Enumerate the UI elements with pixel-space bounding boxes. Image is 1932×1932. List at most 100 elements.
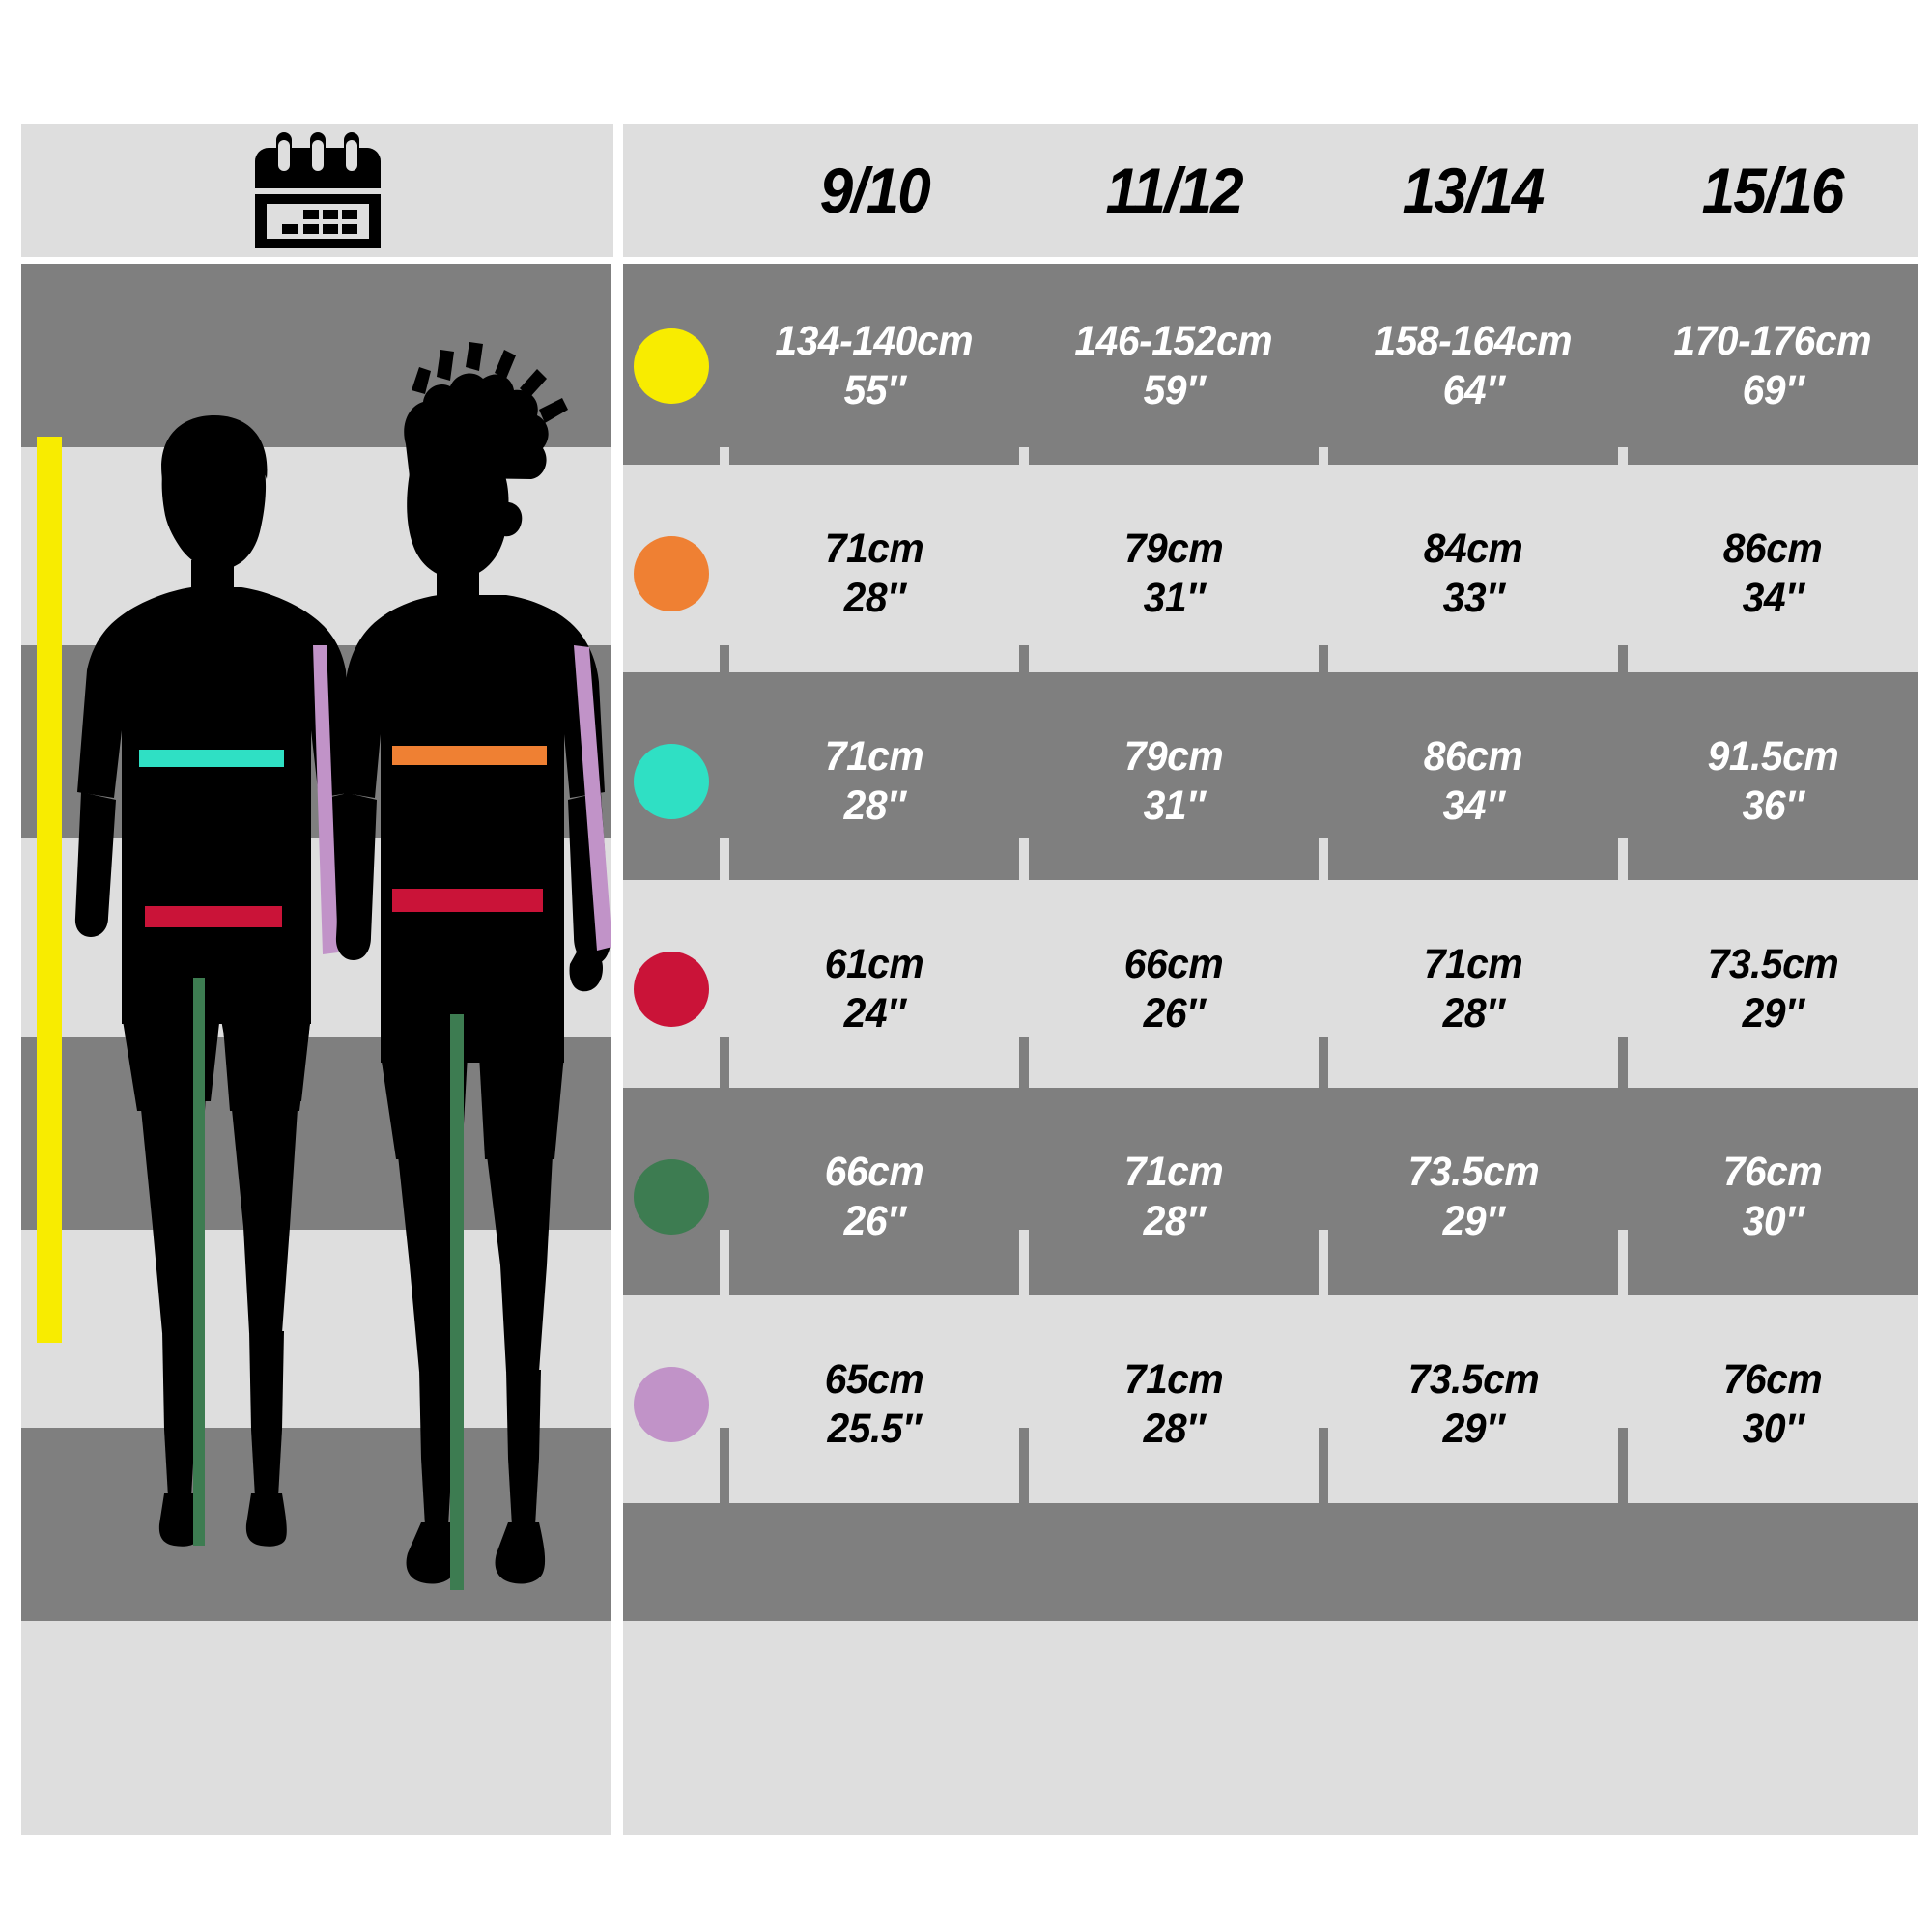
size-table: 9/10 11/12 13/14 15/16 134-140cm 55″ 146… [623,124,1918,1503]
chest-line-right [392,746,547,765]
outseam-color-dot [634,1366,709,1442]
table-cell: 71cm 28″ [1029,1305,1319,1503]
value-in: 28″ [843,781,905,829]
waist-line-left [145,906,282,927]
waist-color-dot [634,951,709,1027]
top-margin [0,0,1932,124]
value-in: 25.5″ [827,1405,922,1452]
value-in: 59″ [1143,366,1205,413]
table-cell: 71cm 28″ [729,682,1019,880]
bottom-margin [0,1835,1932,1932]
chest-girl-color-dot [634,535,709,611]
left-figure-silhouette [74,415,360,1547]
value-cm: 73.5cm [1407,1148,1539,1195]
value-in: 31″ [1143,781,1205,829]
value-in: 34″ [1742,574,1804,621]
header-size-9-10: 9/10 [729,124,1019,257]
value-cm: 86cm [1423,732,1523,780]
value-in: 29″ [1442,1405,1504,1452]
table-cell: 79cm 31″ [1029,682,1319,880]
header-size-13-14: 13/14 [1328,124,1618,257]
waist-line-right [392,889,543,912]
header-size-11-12: 11/12 [1029,124,1319,257]
value-in: 28″ [1442,989,1504,1037]
table-cell: 91.5cm 36″ [1628,682,1918,880]
value-in: 69″ [1742,366,1804,413]
table-row: 61cm 24″ 66cm 26″ 71cm 28″ 73.5cm 29″ [623,890,1918,1088]
table-row: 71cm 28″ 79cm 31″ 86cm 34″ 91.5cm 36″ [623,682,1918,880]
inseam-line-right [450,1014,464,1590]
table-row: 65cm 25.5″ 71cm 28″ 73.5cm 29″ 76cm 30″ [623,1305,1918,1503]
row-color-key-cell [623,267,720,465]
value-cm: 73.5cm [1707,940,1838,987]
table-cell: 61cm 24″ [729,890,1019,1088]
row-color-key-cell [623,1305,720,1503]
value-cm: 71cm [824,732,924,780]
value-in: 30″ [1742,1405,1804,1452]
value-in: 29″ [1442,1197,1504,1244]
value-in: 33″ [1442,574,1504,621]
value-in: 29″ [1742,989,1804,1037]
chest-boy-color-dot [634,743,709,819]
illustration-gutter [611,0,623,1932]
row-color-key-cell [623,890,720,1088]
value-in: 30″ [1742,1197,1804,1244]
outseam-line-left [313,645,338,954]
table-cell: 66cm 26″ [1029,890,1319,1088]
value-cm: 66cm [1123,940,1224,987]
table-row: 71cm 28″ 79cm 31″ 84cm 33″ 86cm 34″ [623,474,1918,672]
value-cm: 79cm [1123,525,1224,572]
value-in: 26″ [843,1197,905,1244]
table-cell: 158-164cm 64″ [1328,267,1618,465]
table-cell: 71cm 28″ [1328,890,1618,1088]
value-cm: 71cm [1423,940,1523,987]
row-color-key-cell [623,474,720,672]
table-cell: 86cm 34″ [1628,474,1918,672]
stripe-band-light-4 [0,1621,1932,1835]
table-cell: 86cm 34″ [1328,682,1618,880]
left-margin [0,0,21,1932]
value-in: 55″ [843,366,905,413]
table-cell: 79cm 31″ [1029,474,1319,672]
value-cm: 71cm [1123,1148,1224,1195]
table-header-row: 9/10 11/12 13/14 15/16 [623,124,1918,257]
header-dot-spacer [623,124,720,257]
table-cell: 170-176cm 69″ [1628,267,1918,465]
table-cell: 71cm 28″ [729,474,1019,672]
header-size-label: 13/14 [1403,155,1546,226]
value-cm: 134-140cm [775,317,974,364]
right-margin [1918,0,1932,1932]
value-cm: 146-152cm [1074,317,1273,364]
row-color-key-cell [623,1097,720,1295]
value-cm: 71cm [1123,1355,1224,1403]
table-cell: 76cm 30″ [1628,1305,1918,1503]
value-in: 28″ [843,574,905,621]
header-gap [0,257,1932,264]
value-cm: 86cm [1722,525,1823,572]
table-cell: 84cm 33″ [1328,474,1618,672]
table-cell: 66cm 26″ [729,1097,1019,1295]
value-in: 31″ [1143,574,1205,621]
table-cell: 73.5cm 29″ [1328,1097,1618,1295]
header-size-label: 11/12 [1105,155,1243,226]
header-size-label: 9/10 [819,155,930,226]
row-color-key-cell [623,682,720,880]
height-measure-bar [37,437,62,1343]
chest-line-left [139,750,284,767]
value-cm: 76cm [1722,1355,1823,1403]
value-cm: 71cm [824,525,924,572]
value-cm: 84cm [1423,525,1523,572]
table-cell: 65cm 25.5″ [729,1305,1019,1503]
header-size-15-16: 15/16 [1628,124,1918,257]
inseam-color-dot [634,1158,709,1235]
table-cell: 73.5cm 29″ [1628,890,1918,1088]
value-in: 36″ [1742,781,1804,829]
value-cm: 73.5cm [1407,1355,1539,1403]
height-color-dot [634,327,709,404]
value-in: 64″ [1442,366,1504,413]
value-in: 34″ [1442,781,1504,829]
right-figure-silhouette [335,342,611,1584]
value-cm: 66cm [824,1148,924,1195]
table-cell: 73.5cm 29″ [1328,1305,1618,1503]
